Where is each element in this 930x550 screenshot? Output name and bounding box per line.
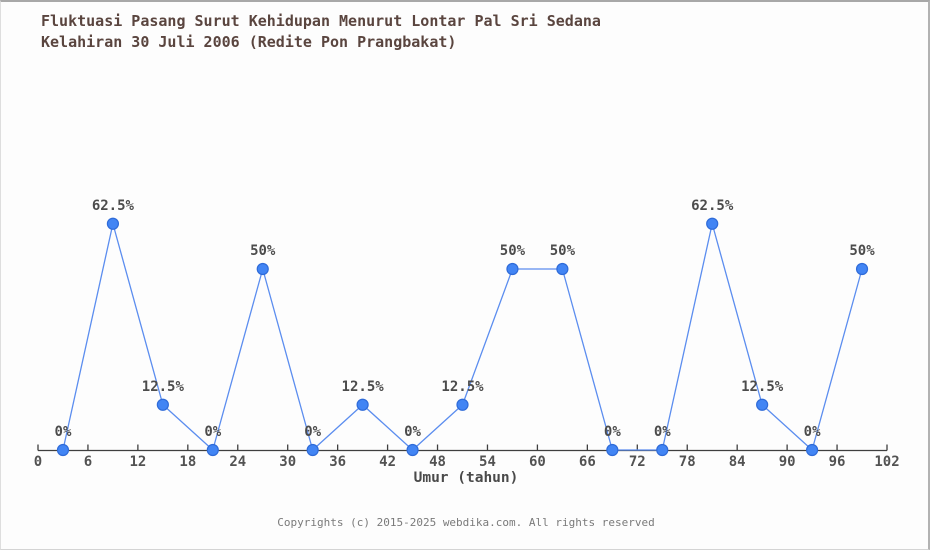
data-point-marker (606, 443, 619, 457)
data-point-marker (805, 443, 819, 457)
data-point-label: 12.5% (441, 379, 484, 395)
data-point-marker (56, 443, 70, 457)
data-point-marker (256, 262, 269, 276)
x-tick-label: 36 (329, 454, 346, 470)
x-tick-label: 66 (579, 454, 596, 470)
x-tick-label: 0 (34, 454, 42, 470)
x-tick-label: 84 (729, 454, 746, 470)
data-point-label: 12.5% (142, 379, 185, 395)
data-point-label: 50% (500, 243, 526, 259)
data-point-label: 0% (204, 424, 221, 440)
data-point-label: 0% (404, 424, 421, 440)
x-tick-label: 48 (429, 454, 446, 470)
data-point-marker (855, 262, 869, 276)
chart-title-line1: Fluktuasi Pasang Surut Kehidupan Menurut… (41, 12, 601, 30)
chart-title-line2: Kelahiran 30 Juli 2006 (Redite Pon Prang… (41, 33, 457, 51)
data-point-label: 50% (849, 243, 875, 259)
x-tick-label: 12 (129, 454, 146, 470)
data-point-marker (706, 217, 719, 230)
data-point-marker (406, 443, 419, 457)
data-point-label: 0% (304, 424, 321, 440)
x-tick-label: 42 (379, 454, 396, 470)
data-point-label: 50% (250, 243, 276, 259)
copyright-footer: Copyrights (c) 2015-2025 webdika.com. Al… (277, 516, 655, 529)
data-point-marker (506, 262, 519, 276)
data-point-marker (456, 398, 469, 411)
data-point-label: 50% (550, 243, 576, 259)
x-tick-label: 78 (679, 454, 696, 470)
x-tick-label: 6 (84, 454, 92, 470)
x-tick-label: 18 (179, 454, 196, 470)
data-series-line (62, 223, 863, 451)
x-tick-label: 96 (829, 454, 846, 470)
data-point-marker (556, 262, 569, 276)
data-point-label: 12.5% (741, 379, 784, 395)
x-axis-title: Umur (tahun) (413, 470, 519, 486)
data-point-label: 0% (654, 424, 671, 440)
data-point-label: 0% (604, 424, 621, 440)
x-tick-label: 72 (629, 454, 646, 470)
data-point-marker (156, 398, 169, 411)
x-tick-label: 60 (529, 454, 546, 470)
data-point-label: 62.5% (691, 198, 734, 214)
data-point-marker (656, 443, 669, 457)
x-tick-label: 90 (779, 454, 796, 470)
data-point-marker (306, 443, 319, 457)
x-tick-label: 24 (229, 454, 246, 470)
data-point-marker (106, 217, 120, 230)
chart-title: Fluktuasi Pasang Surut Kehidupan Menurut… (41, 11, 601, 53)
data-point-label: 0% (804, 424, 821, 440)
data-point-label: 12.5% (342, 379, 385, 395)
x-tick-label: 102 (874, 454, 899, 470)
x-tick-label: 30 (279, 454, 296, 470)
data-point-marker (756, 398, 769, 411)
data-point-marker (206, 443, 219, 457)
data-point-marker (356, 398, 369, 411)
x-tick-label: 54 (479, 454, 496, 470)
data-point-label: 0% (55, 424, 72, 440)
data-point-label: 62.5% (92, 198, 135, 214)
